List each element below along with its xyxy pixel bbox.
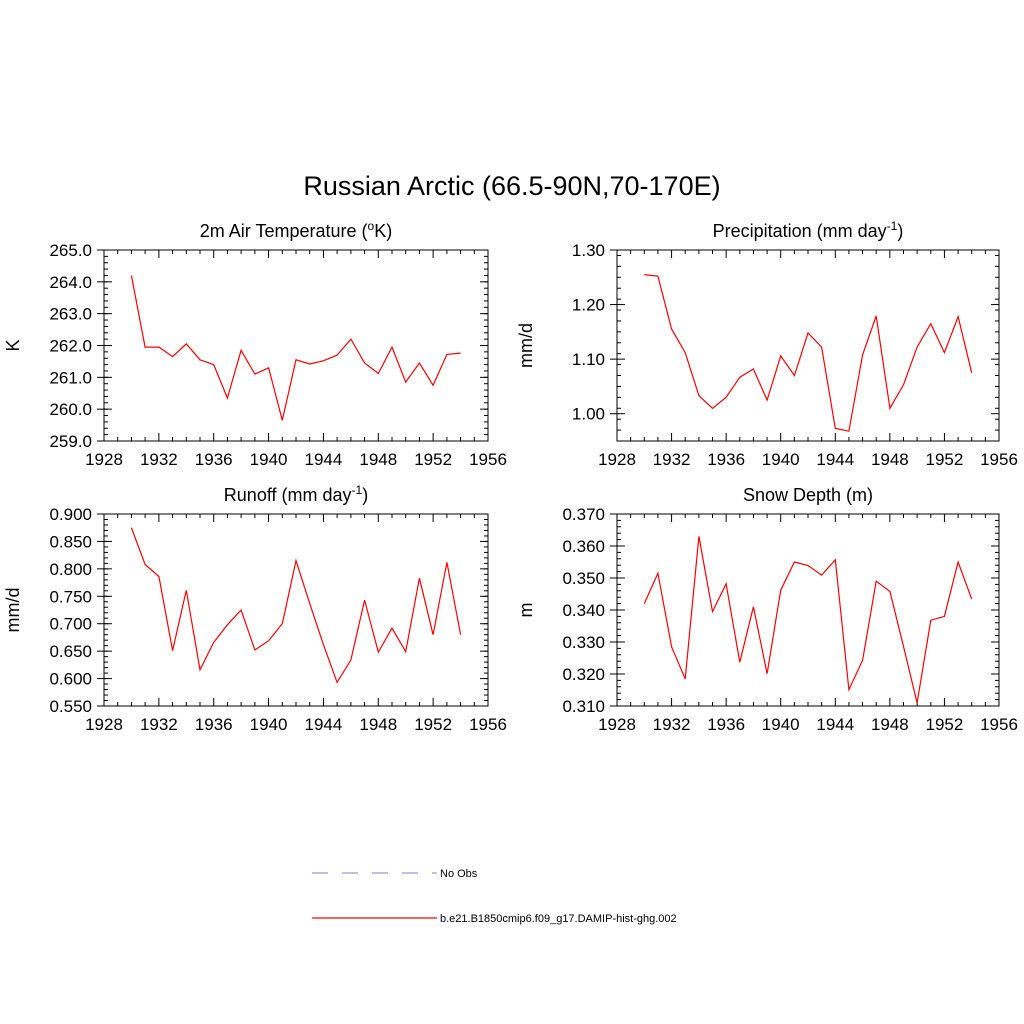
x-tick-label: 1948 bbox=[359, 450, 397, 469]
y-tick-label: 0.330 bbox=[562, 633, 605, 652]
x-tick-label: 1940 bbox=[250, 450, 288, 469]
x-tick-label: 1944 bbox=[305, 715, 343, 734]
panel-title-end: ) bbox=[362, 485, 368, 505]
y-tick-label: 0.600 bbox=[49, 670, 92, 689]
plot-frame bbox=[103, 513, 489, 707]
plot-frame bbox=[103, 249, 489, 442]
chart-panel: 2m Air Temperature (oK) 1928 1932 1936 1940 1… bbox=[3, 219, 507, 469]
y-tick-label: 261.0 bbox=[49, 368, 92, 387]
y-tick-label: 0.350 bbox=[562, 569, 605, 588]
x-tick-label: 1944 bbox=[305, 450, 343, 469]
series-line bbox=[130, 275, 461, 421]
legend-label-no-obs: No Obs bbox=[440, 868, 478, 880]
y-axis-label: m bbox=[516, 603, 536, 618]
chart-panel: Runoff (mm day-1) 1928 1932 1936 1940 1944 194… bbox=[3, 483, 507, 734]
panel-title-main: 2m Air Temperature ( bbox=[200, 221, 368, 241]
x-tick-label: 1952 bbox=[926, 715, 964, 734]
x-tick-label: 1936 bbox=[707, 450, 745, 469]
y-tick-label: 0.320 bbox=[562, 665, 605, 684]
x-tick-label: 1928 bbox=[598, 715, 636, 734]
y-tick-label: 262.0 bbox=[49, 337, 92, 356]
y-tick-label: 0.650 bbox=[49, 642, 92, 661]
panel-title: Snow Depth (m) bbox=[743, 485, 873, 505]
legend: No Obs b.e21.B1850cmip6.f09_g17.DAMIP-hi… bbox=[312, 868, 677, 925]
x-tick-label: 1956 bbox=[469, 715, 507, 734]
y-tick-label: 264.0 bbox=[49, 273, 92, 292]
plot-frame bbox=[616, 513, 1000, 707]
x-tick-label: 1928 bbox=[85, 715, 123, 734]
y-tick-label: 0.310 bbox=[562, 697, 605, 716]
x-tick-label: 1940 bbox=[250, 715, 288, 734]
chart-panel: Precipitation (mm day-1) 1928 1932 1936 1940… bbox=[516, 219, 1018, 469]
panel-title-main: Precipitation (mm day bbox=[713, 221, 887, 241]
x-tick-label: 1940 bbox=[762, 715, 800, 734]
x-tick-label: 1956 bbox=[469, 450, 507, 469]
y-tick-label: 1.30 bbox=[572, 241, 605, 260]
panel-title-end: K) bbox=[374, 221, 392, 241]
x-tick-label: 1940 bbox=[762, 450, 800, 469]
panel-title: 2m Air Temperature (oK) bbox=[200, 219, 392, 241]
panel-title-superscript: -1 bbox=[887, 219, 898, 233]
x-tick-label: 1936 bbox=[195, 450, 233, 469]
x-tick-label: 1956 bbox=[980, 715, 1018, 734]
panel-title-superscript: o bbox=[368, 219, 375, 233]
x-tick-label: 1948 bbox=[871, 450, 909, 469]
y-axis-label: mm/d bbox=[516, 323, 536, 368]
y-tick-label: 0.360 bbox=[562, 537, 605, 556]
x-tick-label: 1932 bbox=[140, 450, 178, 469]
x-tick-label: 1948 bbox=[359, 715, 397, 734]
y-tick-label: 259.0 bbox=[49, 432, 92, 451]
series-line bbox=[644, 274, 973, 432]
x-tick-label: 1948 bbox=[871, 715, 909, 734]
x-tick-label: 1944 bbox=[816, 450, 854, 469]
x-tick-label: 1936 bbox=[195, 715, 233, 734]
y-tick-label: 0.370 bbox=[562, 505, 605, 524]
panel-title: Precipitation (mm day-1) bbox=[713, 219, 904, 241]
x-tick-label: 1932 bbox=[140, 715, 178, 734]
y-tick-label: 0.340 bbox=[562, 601, 605, 620]
x-tick-label: 1952 bbox=[414, 450, 452, 469]
y-tick-label: 1.10 bbox=[572, 350, 605, 369]
x-tick-label: 1952 bbox=[414, 715, 452, 734]
x-tick-label: 1932 bbox=[653, 715, 691, 734]
y-tick-label: 0.550 bbox=[49, 697, 92, 716]
y-tick-label: 260.0 bbox=[49, 400, 92, 419]
x-tick-label: 1944 bbox=[816, 715, 854, 734]
x-tick-label: 1956 bbox=[980, 450, 1018, 469]
panel-title-end: ) bbox=[897, 221, 903, 241]
panel-title: Runoff (mm day-1) bbox=[224, 483, 368, 505]
figure-title: Russian Arctic (66.5-90N,70-170E) bbox=[303, 171, 720, 201]
y-tick-label: 0.800 bbox=[49, 560, 92, 579]
y-tick-label: 0.750 bbox=[49, 587, 92, 606]
y-tick-label: 0.850 bbox=[49, 532, 92, 551]
y-tick-label: 265.0 bbox=[49, 241, 92, 260]
chart-panel: Snow Depth (m) 1928 1932 1936 1940 1944 1948 19… bbox=[516, 485, 1018, 734]
panel-title-main: Runoff (mm day bbox=[224, 485, 352, 505]
x-tick-label: 1952 bbox=[926, 450, 964, 469]
y-tick-label: 1.20 bbox=[572, 296, 605, 315]
y-tick-label: 263.0 bbox=[49, 305, 92, 324]
panel-title-superscript: -1 bbox=[352, 483, 363, 497]
x-tick-label: 1928 bbox=[598, 450, 636, 469]
x-tick-label: 1932 bbox=[653, 450, 691, 469]
y-tick-label: 0.900 bbox=[49, 505, 92, 524]
legend-label-model: b.e21.B1850cmip6.f09_g17.DAMIP-hist-ghg.… bbox=[440, 913, 677, 925]
y-tick-label: 0.700 bbox=[49, 615, 92, 634]
x-tick-label: 1928 bbox=[85, 450, 123, 469]
x-tick-label: 1936 bbox=[707, 715, 745, 734]
panel-title-main: Snow Depth (m) bbox=[743, 485, 873, 505]
panels: 2m Air Temperature (oK)1928 1932 1936 1940 1… bbox=[3, 219, 1018, 734]
y-tick-label: 1.00 bbox=[572, 405, 605, 424]
y-axis-label: mm/d bbox=[3, 588, 23, 633]
series-line bbox=[643, 536, 973, 703]
series-line bbox=[130, 527, 462, 684]
y-axis-label: K bbox=[3, 339, 23, 351]
